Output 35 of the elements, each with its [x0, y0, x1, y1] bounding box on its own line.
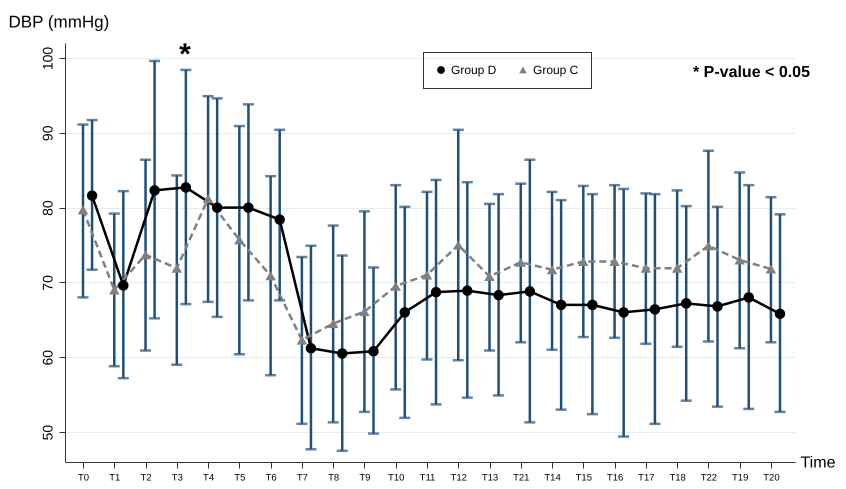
- y-tick-label: 60: [40, 350, 56, 366]
- x-tick-label: T18: [669, 472, 686, 484]
- y-tick-label: 70: [40, 274, 56, 291]
- x-tick-label: T5: [234, 472, 246, 484]
- y-tick-label: 80: [40, 200, 56, 216]
- legend-label: Group C: [533, 63, 579, 77]
- x-tick-label: T19: [732, 472, 748, 484]
- y-axis-title: DBP (mmHg): [8, 12, 110, 32]
- x-tick-label: T21: [513, 472, 530, 484]
- x-tick-label: T17: [638, 472, 655, 484]
- x-tick-label: T9: [359, 472, 370, 484]
- x-tick-label: T12: [450, 472, 467, 484]
- x-tick-label: T13: [482, 472, 498, 484]
- x-tick-label: T10: [388, 472, 404, 484]
- x-axis-title: Time: [800, 454, 836, 472]
- y-tick-label: 90: [40, 125, 56, 142]
- x-tick-label: T20: [763, 472, 780, 484]
- x-tick-label: T14: [544, 472, 561, 484]
- x-tick-label: T6: [266, 472, 277, 484]
- x-tick-label: T16: [606, 472, 624, 484]
- x-tick-label: T2: [140, 472, 152, 484]
- y-tick-label: 100: [40, 46, 56, 70]
- legend-label: Group D: [451, 63, 497, 77]
- x-tick-label: T4: [203, 472, 214, 484]
- x-tick-label: T22: [700, 472, 718, 484]
- x-tick-label: T7: [296, 472, 308, 484]
- x-tick-label: T0: [78, 472, 90, 484]
- x-tick-label: T11: [420, 472, 436, 484]
- x-tick-label: T1: [109, 472, 120, 484]
- x-tick-label: T3: [172, 472, 183, 484]
- x-tick-label: T8: [328, 472, 340, 484]
- annotation: *: [179, 38, 192, 71]
- y-tick-label: 50: [40, 424, 56, 440]
- x-tick-label: T15: [576, 472, 592, 484]
- annotation: * P-value < 0.05: [693, 64, 810, 81]
